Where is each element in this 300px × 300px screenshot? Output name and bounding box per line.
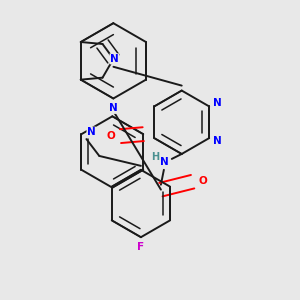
Text: F: F [137,242,145,252]
Text: N: N [213,136,221,146]
Text: N: N [160,157,169,167]
Text: N: N [109,103,118,113]
Text: O: O [198,176,207,186]
Text: O: O [106,131,115,141]
Text: N: N [87,127,96,137]
Text: N: N [213,98,221,108]
Text: H: H [151,152,159,162]
Text: N: N [110,54,119,64]
